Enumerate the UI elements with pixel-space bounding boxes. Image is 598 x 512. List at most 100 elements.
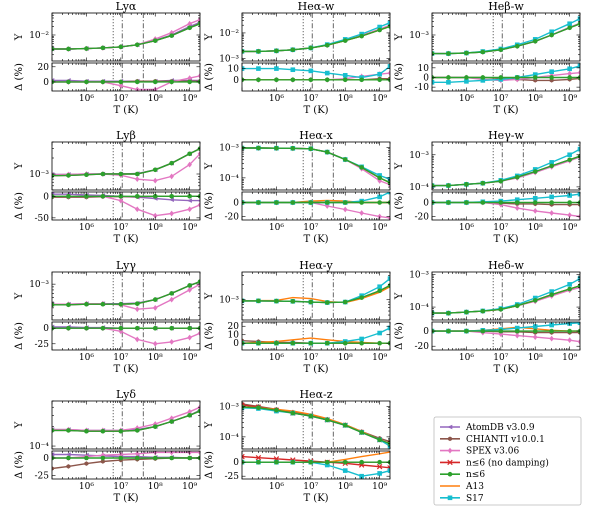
data-point — [169, 160, 174, 166]
delta-axes-frame — [431, 321, 581, 351]
data-point — [324, 300, 330, 305]
top-plot-area — [242, 401, 390, 449]
data-point — [256, 298, 261, 304]
x-axis-label: T (K) — [493, 105, 518, 116]
x-tick-label: 10⁷ — [493, 223, 508, 233]
delta-line — [432, 322, 580, 332]
data-point — [342, 38, 348, 43]
delta-axis-label: Δ (%) — [14, 192, 25, 220]
data-point — [567, 21, 572, 27]
delta-point — [387, 64, 390, 69]
data-point — [567, 25, 572, 31]
delta-point — [549, 75, 554, 80]
delta-point — [567, 75, 572, 80]
delta-point — [324, 459, 330, 465]
delta-axes-frame — [431, 62, 581, 92]
data-point — [197, 21, 200, 27]
y-tick-label: 10⁻⁴ — [219, 433, 239, 443]
delta-line — [52, 75, 200, 91]
delta-point — [464, 75, 469, 80]
delta-point — [66, 194, 71, 199]
delta-axis-label: Δ (%) — [14, 322, 25, 350]
data-point — [498, 307, 504, 312]
delta-point — [342, 206, 348, 213]
delta-point — [480, 78, 486, 83]
data-point — [52, 173, 55, 178]
y-axis-label: Y — [204, 421, 215, 429]
delta-point — [377, 77, 382, 83]
data-point — [359, 165, 364, 170]
delta-tick-label: -25 — [35, 340, 50, 350]
delta-point — [567, 70, 572, 77]
x-tick-label: 10⁶ — [269, 482, 284, 492]
y-tick-label: 10⁻⁴ — [409, 183, 429, 193]
x-axis-label: T (K) — [303, 234, 328, 245]
delta-point — [514, 328, 520, 334]
delta-point — [100, 194, 106, 199]
delta-point — [168, 197, 174, 203]
delta-point — [187, 206, 192, 213]
delta-tick-label: 0 — [233, 458, 239, 468]
delta-point — [532, 200, 538, 205]
x-tick-label: 10⁷ — [493, 353, 508, 363]
y-tick-label: 10⁻³ — [219, 296, 239, 306]
delta-point — [256, 459, 261, 465]
panel-5: Heγ-w 10⁶ 10⁷ 10⁸ 10⁹ T (K) 10⁻⁴ 10⁻³ Y -20 0 Δ (%) — [394, 129, 581, 245]
delta-point — [342, 468, 348, 473]
legend-item: S17 — [440, 494, 484, 504]
legend-marker — [447, 447, 453, 454]
data-point — [134, 428, 140, 433]
x-tick-label: 10⁷ — [303, 353, 318, 363]
series-line — [52, 153, 200, 182]
delta-point — [52, 466, 54, 471]
y-axis-label: Y — [14, 421, 25, 429]
data-point — [84, 301, 89, 307]
delta-point — [134, 86, 140, 91]
delta-point — [464, 79, 469, 84]
data-point — [567, 282, 572, 287]
legend-marker — [447, 471, 453, 477]
series-line — [432, 23, 580, 55]
delta-tick-label: 0 — [423, 327, 429, 337]
data-point — [342, 299, 348, 305]
x-tick-label: 10⁹ — [562, 223, 577, 233]
delta-point — [549, 194, 554, 200]
data-point — [152, 38, 158, 43]
delta-point — [549, 335, 554, 342]
series-line — [432, 155, 580, 187]
delta-point — [197, 199, 200, 202]
delta-point — [274, 340, 279, 346]
delta-tick-label: -25 — [35, 472, 50, 482]
y-tick-label: 10⁻³ — [29, 170, 49, 180]
delta-tick-label: -10 — [415, 83, 430, 93]
delta-point — [152, 340, 158, 347]
legend-item: A13 — [440, 482, 484, 492]
data-point — [152, 304, 158, 311]
data-point — [152, 421, 158, 427]
delta-point — [169, 455, 174, 461]
delta-point — [514, 197, 520, 202]
data-point — [256, 145, 261, 151]
delta-point — [577, 192, 580, 197]
delta-point — [187, 334, 192, 341]
x-axis-label: T (K) — [303, 105, 328, 116]
top-plot-area — [52, 404, 200, 434]
delta-point — [66, 79, 71, 85]
delta-line — [52, 327, 200, 345]
data-point — [342, 422, 348, 428]
delta-point — [290, 459, 296, 465]
delta-point — [290, 67, 296, 73]
delta-axis-label: Δ (%) — [204, 63, 215, 91]
delta-point — [100, 455, 106, 461]
data-point — [169, 419, 174, 424]
top-axes-frame — [241, 271, 391, 321]
delta-axis-label: Δ (%) — [204, 451, 215, 479]
data-point — [290, 410, 296, 416]
data-point — [377, 27, 382, 33]
x-axis-label: T (K) — [493, 364, 518, 375]
x-tick-label: 10⁶ — [459, 223, 474, 233]
data-point — [324, 417, 330, 423]
delta-axis-label: Δ (%) — [204, 192, 215, 220]
